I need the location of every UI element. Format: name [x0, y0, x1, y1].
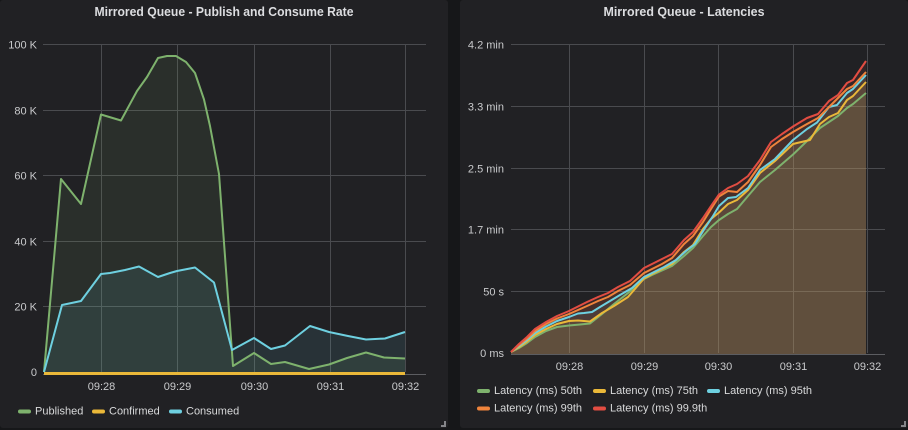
svg-text:Mirrored Queue - Latencies: Mirrored Queue - Latencies [604, 4, 765, 19]
svg-text:09:28: 09:28 [556, 361, 584, 373]
svg-text:Latency (ms) 50th: Latency (ms) 50th [494, 385, 582, 397]
svg-text:4.2 min: 4.2 min [468, 40, 504, 52]
svg-text:Confirmed: Confirmed [109, 406, 160, 418]
svg-text:40 K: 40 K [14, 237, 37, 249]
svg-text:80 K: 80 K [14, 106, 37, 118]
svg-text:50 s: 50 s [483, 287, 504, 299]
svg-text:Published: Published [35, 406, 83, 418]
svg-text:09:32: 09:32 [392, 381, 420, 393]
svg-text:09:30: 09:30 [705, 361, 733, 373]
svg-text:0: 0 [31, 367, 37, 379]
svg-text:09:28: 09:28 [88, 381, 116, 393]
svg-text:Latency (ms) 75th: Latency (ms) 75th [610, 385, 698, 397]
svg-text:20 K: 20 K [14, 302, 37, 314]
svg-text:Mirrored Queue - Publish and C: Mirrored Queue - Publish and Consume Rat… [95, 4, 354, 19]
svg-text:100 K: 100 K [8, 40, 37, 52]
svg-text:60 K: 60 K [14, 171, 37, 183]
svg-text:09:31: 09:31 [317, 381, 345, 393]
svg-text:09:30: 09:30 [241, 381, 269, 393]
svg-text:1.7 min: 1.7 min [468, 225, 504, 237]
svg-text:09:29: 09:29 [631, 361, 659, 373]
svg-text:Latency (ms) 99th: Latency (ms) 99th [494, 403, 582, 415]
svg-text:09:32: 09:32 [854, 361, 882, 373]
svg-text:2.5 min: 2.5 min [468, 164, 504, 176]
svg-text:3.3 min: 3.3 min [468, 102, 504, 114]
svg-text:Latency (ms) 99.9th: Latency (ms) 99.9th [610, 403, 707, 415]
svg-text:Consumed: Consumed [186, 406, 239, 418]
svg-text:09:31: 09:31 [780, 361, 808, 373]
svg-text:0 ms: 0 ms [480, 348, 504, 360]
svg-text:Latency (ms) 95th: Latency (ms) 95th [724, 385, 812, 397]
svg-text:09:29: 09:29 [164, 381, 192, 393]
